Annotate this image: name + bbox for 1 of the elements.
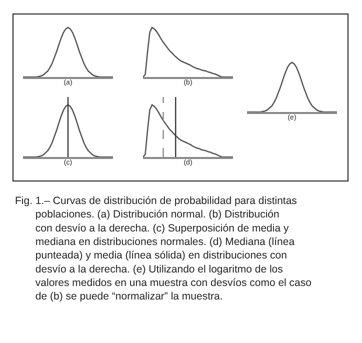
caption: Fig. 1.– Curvas de distribución de probabilidad para distintas poblaciones. (a) Distribución normal. (b) Distribución con desvío a la derecha. (c) Superposición de media y mediana en distribuciones normales. (d) Mediana (línea punteada) y media (línea sólida) en distribuciones con desvío a la derecha. (e) Utilizando el logaritmo de los valores medidos en una muestra con desvíos como el caso de (b) se puede “normalizar” la muestra. xyxy=(15,195,312,303)
